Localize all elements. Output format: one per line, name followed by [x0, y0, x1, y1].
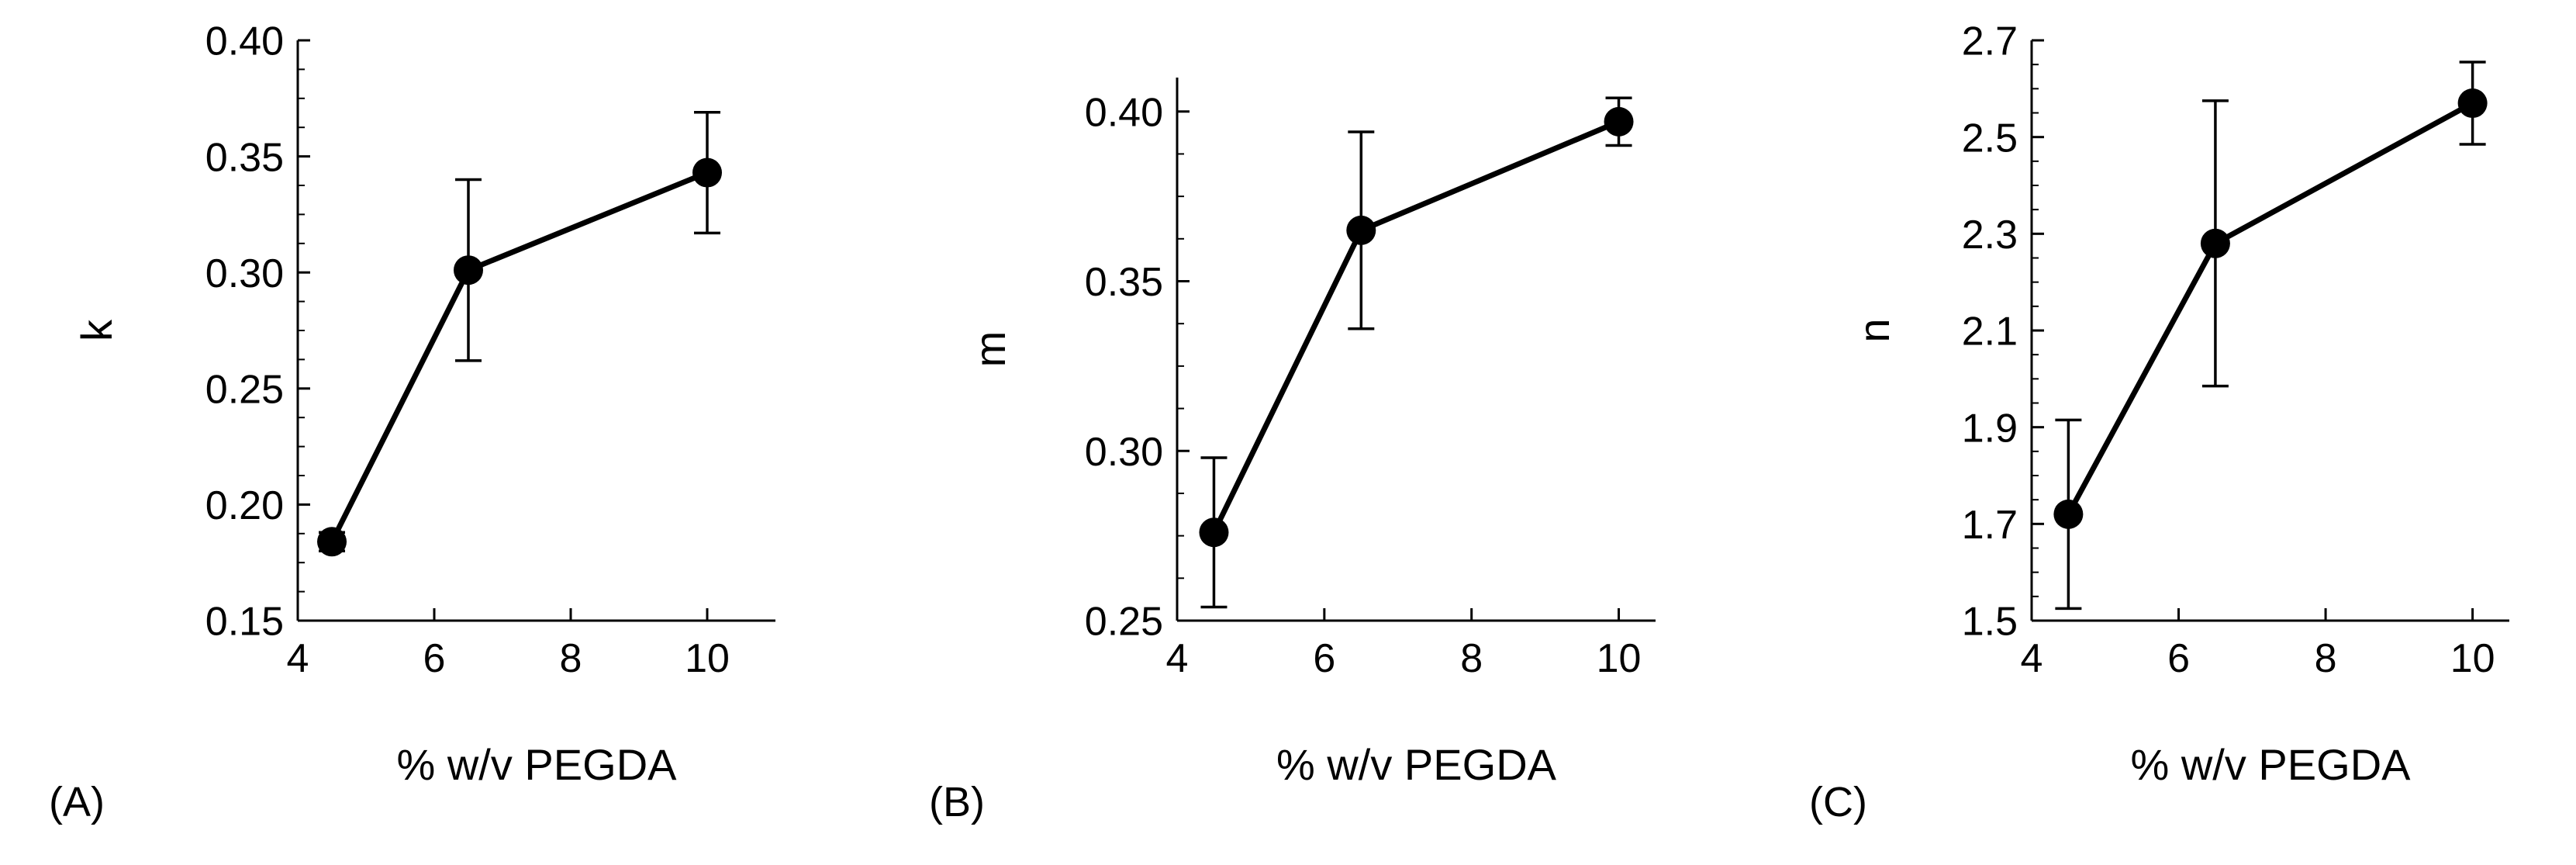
panel-label: (B)	[929, 779, 985, 825]
data-series	[2053, 61, 2488, 611]
data-point	[454, 255, 483, 285]
y-tick-label: 0.30	[205, 251, 284, 296]
data-point	[2200, 228, 2230, 258]
y-tick-label: 0.25	[1085, 600, 1163, 645]
chart-panel-b: 0.25 0.30 0.35 0.40 4 6 8 10 m % w/v PEGDA (B)	[929, 78, 1656, 825]
series-line	[1211, 119, 1620, 534]
data-point	[1199, 517, 1229, 548]
y-tick-label: 0.40	[1085, 90, 1163, 135]
x-tick-label: 8	[560, 636, 582, 681]
axis-ticks: 0.25 0.30 0.35 0.40 4 6 8 10	[1085, 90, 1642, 681]
data-point	[2457, 88, 2488, 119]
y-axis-label: n	[1849, 318, 1898, 342]
chart-panel-a: 0.15 0.20 0.25 0.30 0.35 0.40 4 6 8 10 k % w/v PE…	[49, 19, 775, 825]
x-axis-label: % w/v PEGDA	[2131, 740, 2412, 789]
y-tick-label: 0.30	[1085, 430, 1163, 475]
y-tick-label: 0.35	[205, 135, 284, 180]
panel-label: (A)	[49, 779, 105, 825]
y-tick-label: 0.35	[1085, 260, 1163, 305]
y-tick-label: 0.15	[205, 600, 284, 645]
axis-ticks: 1.5 1.7 1.9 2.1 2.3 2.5 2.7 4 6 8 10	[1962, 19, 2495, 681]
chart-panel-c: 1.5 1.7 1.9 2.1 2.3 2.5 2.7 4 6 8 10 n % w/v PEGDA…	[1809, 19, 2509, 825]
x-tick-label: 8	[2315, 636, 2337, 681]
y-tick-label: 2.5	[1962, 116, 2018, 161]
series-line	[329, 170, 709, 543]
data-series	[317, 111, 722, 557]
x-tick-label: 6	[1313, 636, 1335, 681]
x-axis-label: % w/v PEGDA	[1276, 740, 1557, 789]
y-tick-label: 2.1	[1962, 310, 2018, 355]
x-tick-label: 8	[1460, 636, 1483, 681]
x-tick-label: 4	[1166, 636, 1189, 681]
data-point	[1346, 215, 1376, 245]
y-tick-label: 1.5	[1962, 600, 2018, 645]
data-series	[1199, 96, 1634, 609]
data-point	[2053, 499, 2084, 529]
y-axis-label: m	[965, 331, 1014, 368]
x-axis-label: % w/v PEGDA	[397, 740, 678, 789]
y-tick-label: 0.25	[205, 368, 284, 413]
axis-ticks: 0.15 0.20 0.25 0.30 0.35 0.40 4 6 8 10	[205, 19, 730, 681]
y-axis-label: k	[72, 319, 121, 341]
series-line	[2066, 100, 2474, 516]
x-tick-label: 4	[2021, 636, 2043, 681]
x-tick-label: 10	[2450, 636, 2495, 681]
y-tick-label: 1.9	[1962, 406, 2018, 451]
data-point	[1604, 106, 1634, 137]
x-tick-label: 6	[423, 636, 446, 681]
x-tick-label: 4	[287, 636, 309, 681]
y-tick-label: 0.20	[205, 483, 284, 528]
y-tick-label: 0.40	[205, 19, 284, 64]
panel-label: (C)	[1809, 779, 1867, 825]
data-point	[692, 157, 722, 188]
x-tick-label: 6	[2167, 636, 2190, 681]
x-tick-label: 10	[685, 636, 730, 681]
y-tick-label: 2.3	[1962, 213, 2018, 258]
y-tick-label: 1.7	[1962, 503, 2018, 548]
x-tick-label: 10	[1597, 636, 1642, 681]
data-point	[317, 527, 347, 557]
y-tick-label: 2.7	[1962, 19, 2018, 64]
